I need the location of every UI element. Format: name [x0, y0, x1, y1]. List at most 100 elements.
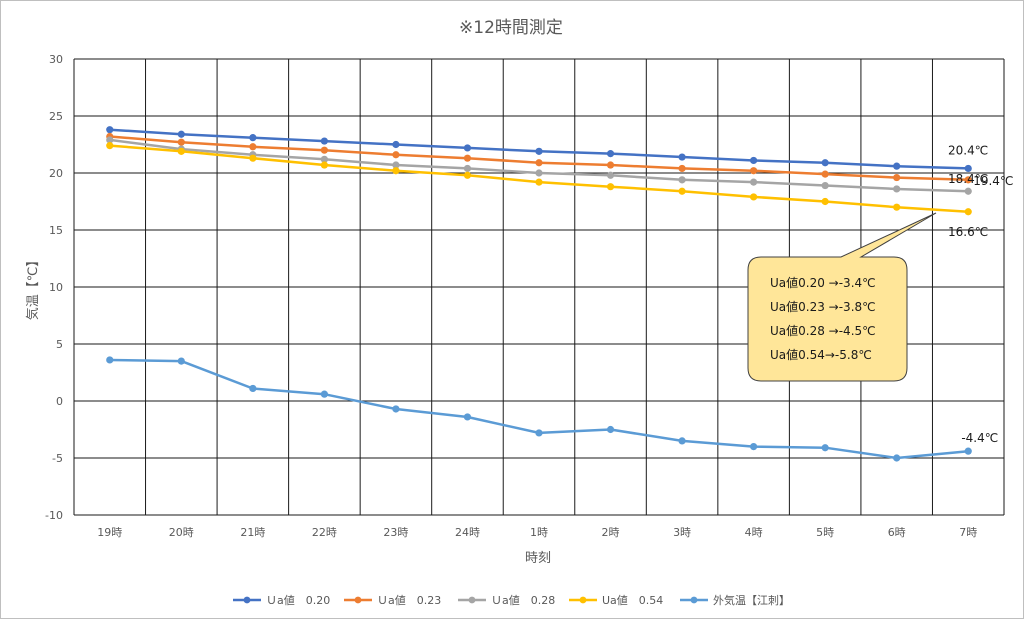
legend-item: Ｕa値 0.20 [233, 594, 330, 607]
legend-swatch-marker [690, 596, 698, 604]
end-value-label: 20.4℃ [948, 143, 988, 157]
data-point [463, 144, 472, 152]
data-point [893, 162, 901, 170]
legend-item: 外気温【江刺】 [680, 593, 790, 607]
data-point [964, 176, 972, 184]
data-point [893, 185, 901, 193]
data-point [320, 146, 328, 154]
legend-label: Ｕa値 0.23 [377, 594, 441, 607]
y-tick-label: 5 [56, 338, 63, 351]
legend: Ｕa値 0.20 Ｕa値 0.23 Ｕa値 0.28 Ua値 0.54 外気温【江刺】 [233, 593, 790, 607]
data-point [177, 130, 185, 138]
x-tick-label: 23時 [383, 526, 408, 539]
data-point [821, 444, 829, 452]
x-tick-label: 1時 [530, 526, 548, 539]
x-tick-label: 7時 [959, 526, 977, 539]
y-tick-label: 25 [49, 110, 63, 123]
data-point [392, 161, 400, 169]
data-point [177, 147, 185, 155]
data-point [320, 155, 328, 163]
x-tick-label: 21時 [240, 526, 265, 539]
data-point [535, 429, 543, 437]
data-point [249, 134, 257, 142]
data-point [821, 170, 829, 178]
x-tick-label: 22時 [312, 526, 337, 539]
data-point [463, 171, 472, 179]
data-point [392, 167, 400, 175]
data-point [106, 356, 114, 364]
data-point [678, 437, 686, 445]
data-point [964, 187, 972, 195]
data-point [106, 136, 114, 144]
data-point [821, 197, 829, 206]
x-tick-label: 19時 [97, 526, 122, 539]
data-point [177, 357, 185, 365]
series-group [106, 126, 972, 462]
data-point [750, 156, 758, 165]
data-point [678, 164, 686, 173]
data-point [463, 154, 472, 162]
x-tick-label: 24時 [455, 526, 480, 539]
callout: Ua値0.20 →-3.4℃ Ua値0.23 →-3.8℃ Ua値0.28 →-4.… [747, 212, 937, 382]
data-point [964, 164, 972, 173]
data-point [320, 137, 328, 145]
data-point [535, 178, 543, 186]
x-tick-labels: 19時 20時 21時 22時 23時 24時 1時 2時 3時 4時 5時 6時 7時 [97, 526, 977, 539]
data-point [392, 151, 400, 159]
data-point [678, 176, 686, 184]
x-tick-label: 3時 [673, 526, 691, 539]
legend-item: Ua値 0.54 [569, 594, 663, 607]
data-point [249, 143, 257, 151]
y-tick-label: -5 [52, 452, 63, 465]
x-tick-label: 2時 [602, 526, 620, 539]
data-point [750, 167, 758, 175]
y-tick-label: 15 [49, 224, 63, 237]
data-point [535, 147, 543, 155]
legend-label: Ｕa値 0.28 [491, 594, 555, 607]
y-tick-label: 30 [49, 53, 63, 66]
legend-swatch-marker [468, 596, 476, 604]
data-point [893, 454, 901, 462]
end-value-label: 19.4℃ [973, 174, 1013, 188]
data-point [249, 154, 257, 162]
y-tick-label: -10 [45, 509, 63, 522]
x-tick-label: 5時 [816, 526, 834, 539]
x-axis-label: 時刻 [525, 551, 551, 566]
data-point [964, 447, 972, 455]
data-point [535, 169, 543, 177]
callout-bubble [747, 212, 937, 382]
data-point [678, 187, 686, 195]
end-value-label: -4.4℃ [961, 431, 998, 445]
legend-item: Ｕa値 0.23 [344, 594, 441, 607]
data-point [177, 138, 185, 146]
callout-line: Ua値0.20 →-3.4℃ [770, 275, 876, 290]
data-point [535, 159, 543, 167]
data-point [392, 140, 400, 149]
x-tick-label: 4時 [745, 526, 763, 539]
y-axis-label: 気温【℃】 [25, 254, 41, 321]
data-point [893, 203, 901, 211]
data-point [821, 181, 829, 190]
legend-label: Ｕa値 0.20 [266, 594, 330, 607]
data-point [463, 164, 472, 173]
series-5 [106, 356, 972, 462]
data-point [750, 193, 758, 201]
callout-line: Ua値0.28 →-4.5℃ [770, 323, 876, 338]
legend-item: Ｕa値 0.28 [458, 594, 555, 607]
callout-line: Ua値0.54→-5.8℃ [770, 347, 872, 362]
legend-swatch-marker [354, 596, 362, 604]
x-tick-label: 6時 [888, 526, 906, 539]
data-point [750, 178, 758, 186]
legend-label: Ua値 0.54 [602, 594, 663, 607]
data-point [893, 173, 901, 182]
data-point [106, 126, 114, 134]
legend-swatch-marker [243, 596, 251, 604]
data-point [964, 208, 972, 216]
series-4 [106, 142, 972, 216]
data-point [392, 405, 400, 413]
data-point [750, 443, 758, 451]
data-point [606, 150, 615, 158]
data-point [821, 159, 829, 167]
